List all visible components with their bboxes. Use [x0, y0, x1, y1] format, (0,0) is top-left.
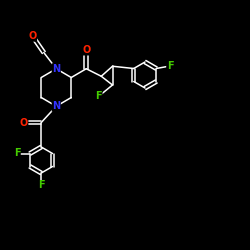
- Text: O: O: [20, 118, 28, 128]
- Text: N: N: [52, 101, 60, 111]
- Text: O: O: [82, 45, 90, 55]
- Text: F: F: [96, 91, 102, 101]
- Text: F: F: [14, 148, 20, 158]
- Text: N: N: [52, 64, 60, 74]
- Text: F: F: [38, 180, 44, 190]
- Text: F: F: [167, 61, 173, 71]
- Text: O: O: [28, 31, 36, 41]
